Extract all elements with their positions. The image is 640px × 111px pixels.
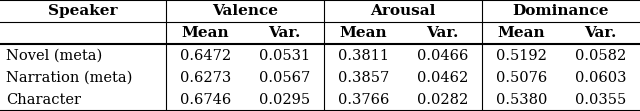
Text: Var.: Var. — [268, 26, 300, 40]
Text: Var.: Var. — [426, 26, 458, 40]
Text: 0.6273: 0.6273 — [180, 71, 231, 85]
Text: Valence: Valence — [212, 4, 278, 18]
Text: Narration (meta): Narration (meta) — [6, 71, 132, 85]
Text: 0.0603: 0.0603 — [575, 71, 626, 85]
Text: Novel (meta): Novel (meta) — [6, 49, 102, 62]
Text: 0.0531: 0.0531 — [259, 49, 310, 62]
Text: 0.5380: 0.5380 — [496, 93, 547, 107]
Text: 0.3857: 0.3857 — [338, 71, 389, 85]
Text: Arousal: Arousal — [370, 4, 435, 18]
Text: Mean: Mean — [339, 26, 387, 40]
Text: Speaker: Speaker — [48, 4, 118, 18]
Text: 0.6472: 0.6472 — [180, 49, 231, 62]
Text: 0.5192: 0.5192 — [496, 49, 547, 62]
Text: 0.0462: 0.0462 — [417, 71, 468, 85]
Text: 0.6746: 0.6746 — [180, 93, 231, 107]
Text: 0.0582: 0.0582 — [575, 49, 626, 62]
Text: Var.: Var. — [584, 26, 617, 40]
Text: Mean: Mean — [497, 26, 545, 40]
Text: Mean: Mean — [181, 26, 229, 40]
Text: 0.0567: 0.0567 — [259, 71, 310, 85]
Text: 0.5076: 0.5076 — [496, 71, 547, 85]
Text: Dominance: Dominance — [513, 4, 609, 18]
Text: 0.0282: 0.0282 — [417, 93, 468, 107]
Text: 0.0355: 0.0355 — [575, 93, 626, 107]
Text: 0.0295: 0.0295 — [259, 93, 310, 107]
Text: 0.0466: 0.0466 — [417, 49, 468, 62]
Text: 0.3811: 0.3811 — [338, 49, 388, 62]
Text: 0.3766: 0.3766 — [338, 93, 389, 107]
Text: Character: Character — [6, 93, 81, 107]
